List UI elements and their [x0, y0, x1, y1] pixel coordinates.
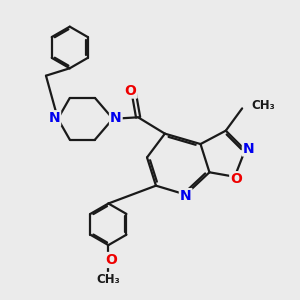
Text: O: O [230, 172, 242, 186]
Text: N: N [110, 111, 122, 125]
Text: N: N [49, 111, 60, 125]
Text: N: N [180, 189, 191, 203]
Text: O: O [125, 84, 136, 98]
Text: N: N [243, 142, 254, 155]
Text: O: O [105, 253, 117, 267]
Text: CH₃: CH₃ [97, 273, 120, 286]
Text: CH₃: CH₃ [251, 99, 275, 112]
